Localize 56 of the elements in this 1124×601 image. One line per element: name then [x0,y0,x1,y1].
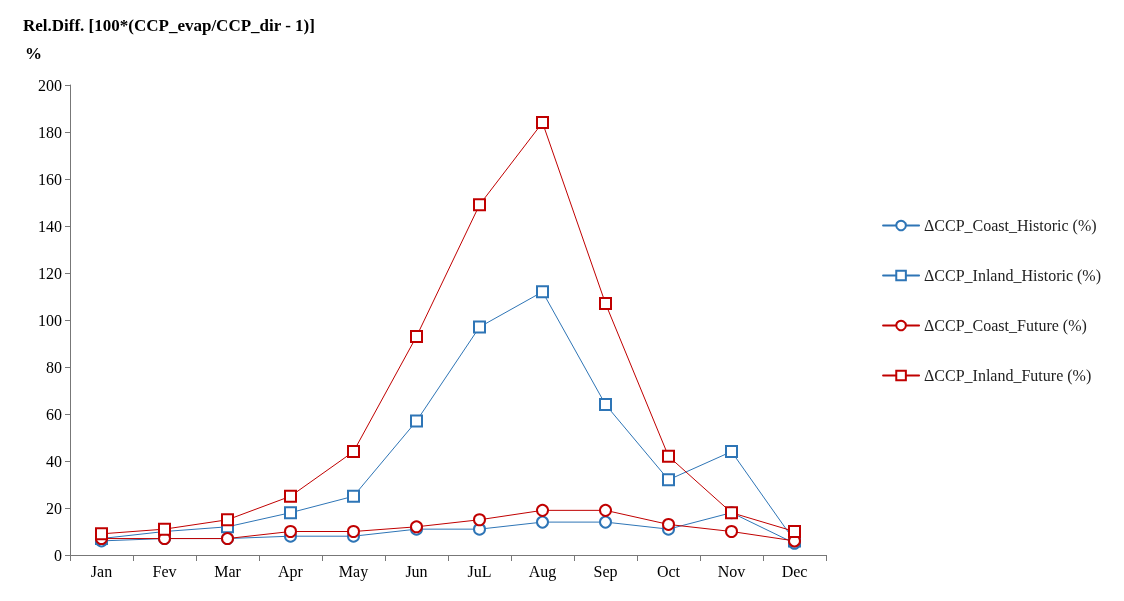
y-tick-label: 60 [46,405,62,423]
x-tick-label: Apr [278,562,304,581]
y-tick-label: 40 [46,452,62,470]
y-tick-label: 20 [46,499,62,517]
y-tick-label: 100 [38,311,62,329]
x-tick-label: Nov [717,562,746,580]
point [410,414,423,428]
x-tick-label: Fev [152,562,177,580]
y-tick-label: 120 [38,264,62,282]
chart-title: Rel.Diff. [100*(CCP_evap/CCP_dir - 1)] [23,16,315,35]
x-tick-label: Oct [656,562,681,580]
y-tick-label: 180 [38,123,62,141]
point [599,503,612,517]
legend-label: ΔCCP_Inland_Future (%) [924,367,1092,385]
point [284,525,297,538]
x-tick-label: Jan [90,562,113,580]
point [536,515,549,529]
point [599,515,612,529]
y-tick-label: 160 [38,170,62,188]
x-tick-label: JuL [467,562,492,580]
point [599,398,612,412]
point [473,320,486,334]
x-tick-label: May [338,562,369,581]
legend-label: ΔCCP_Inland_Historic (%) [924,267,1101,285]
point [662,449,675,463]
point [536,116,549,130]
y-tick-label: 140 [38,217,62,235]
point [347,489,360,503]
point [788,525,801,538]
point [347,445,360,459]
point [662,473,675,487]
point [599,297,612,311]
y-tick-label: 0 [54,546,62,564]
y-tick-label: 200 [38,76,62,94]
point [725,445,738,459]
x-tick-label: Sep [593,562,618,581]
point [536,503,549,517]
point [221,513,234,527]
x-tick-label: Mar [214,562,242,580]
point [95,527,108,541]
x-tick-label: Dec [781,562,808,580]
x-tick-label: Aug [528,562,557,581]
y-tick-label: 80 [46,358,62,376]
legend-label: ΔCCP_Coast_Future (%) [924,317,1087,335]
point [725,525,738,538]
point [473,513,486,527]
point [347,525,360,538]
point [662,517,675,531]
x-tick-label: Jun [405,562,428,580]
point [536,285,549,299]
point [473,198,486,212]
point [410,329,423,343]
point [284,506,297,520]
point [284,489,297,503]
y-axis-title: % [25,44,42,63]
legend-label: ΔCCP_Coast_Historic (%) [924,217,1097,235]
